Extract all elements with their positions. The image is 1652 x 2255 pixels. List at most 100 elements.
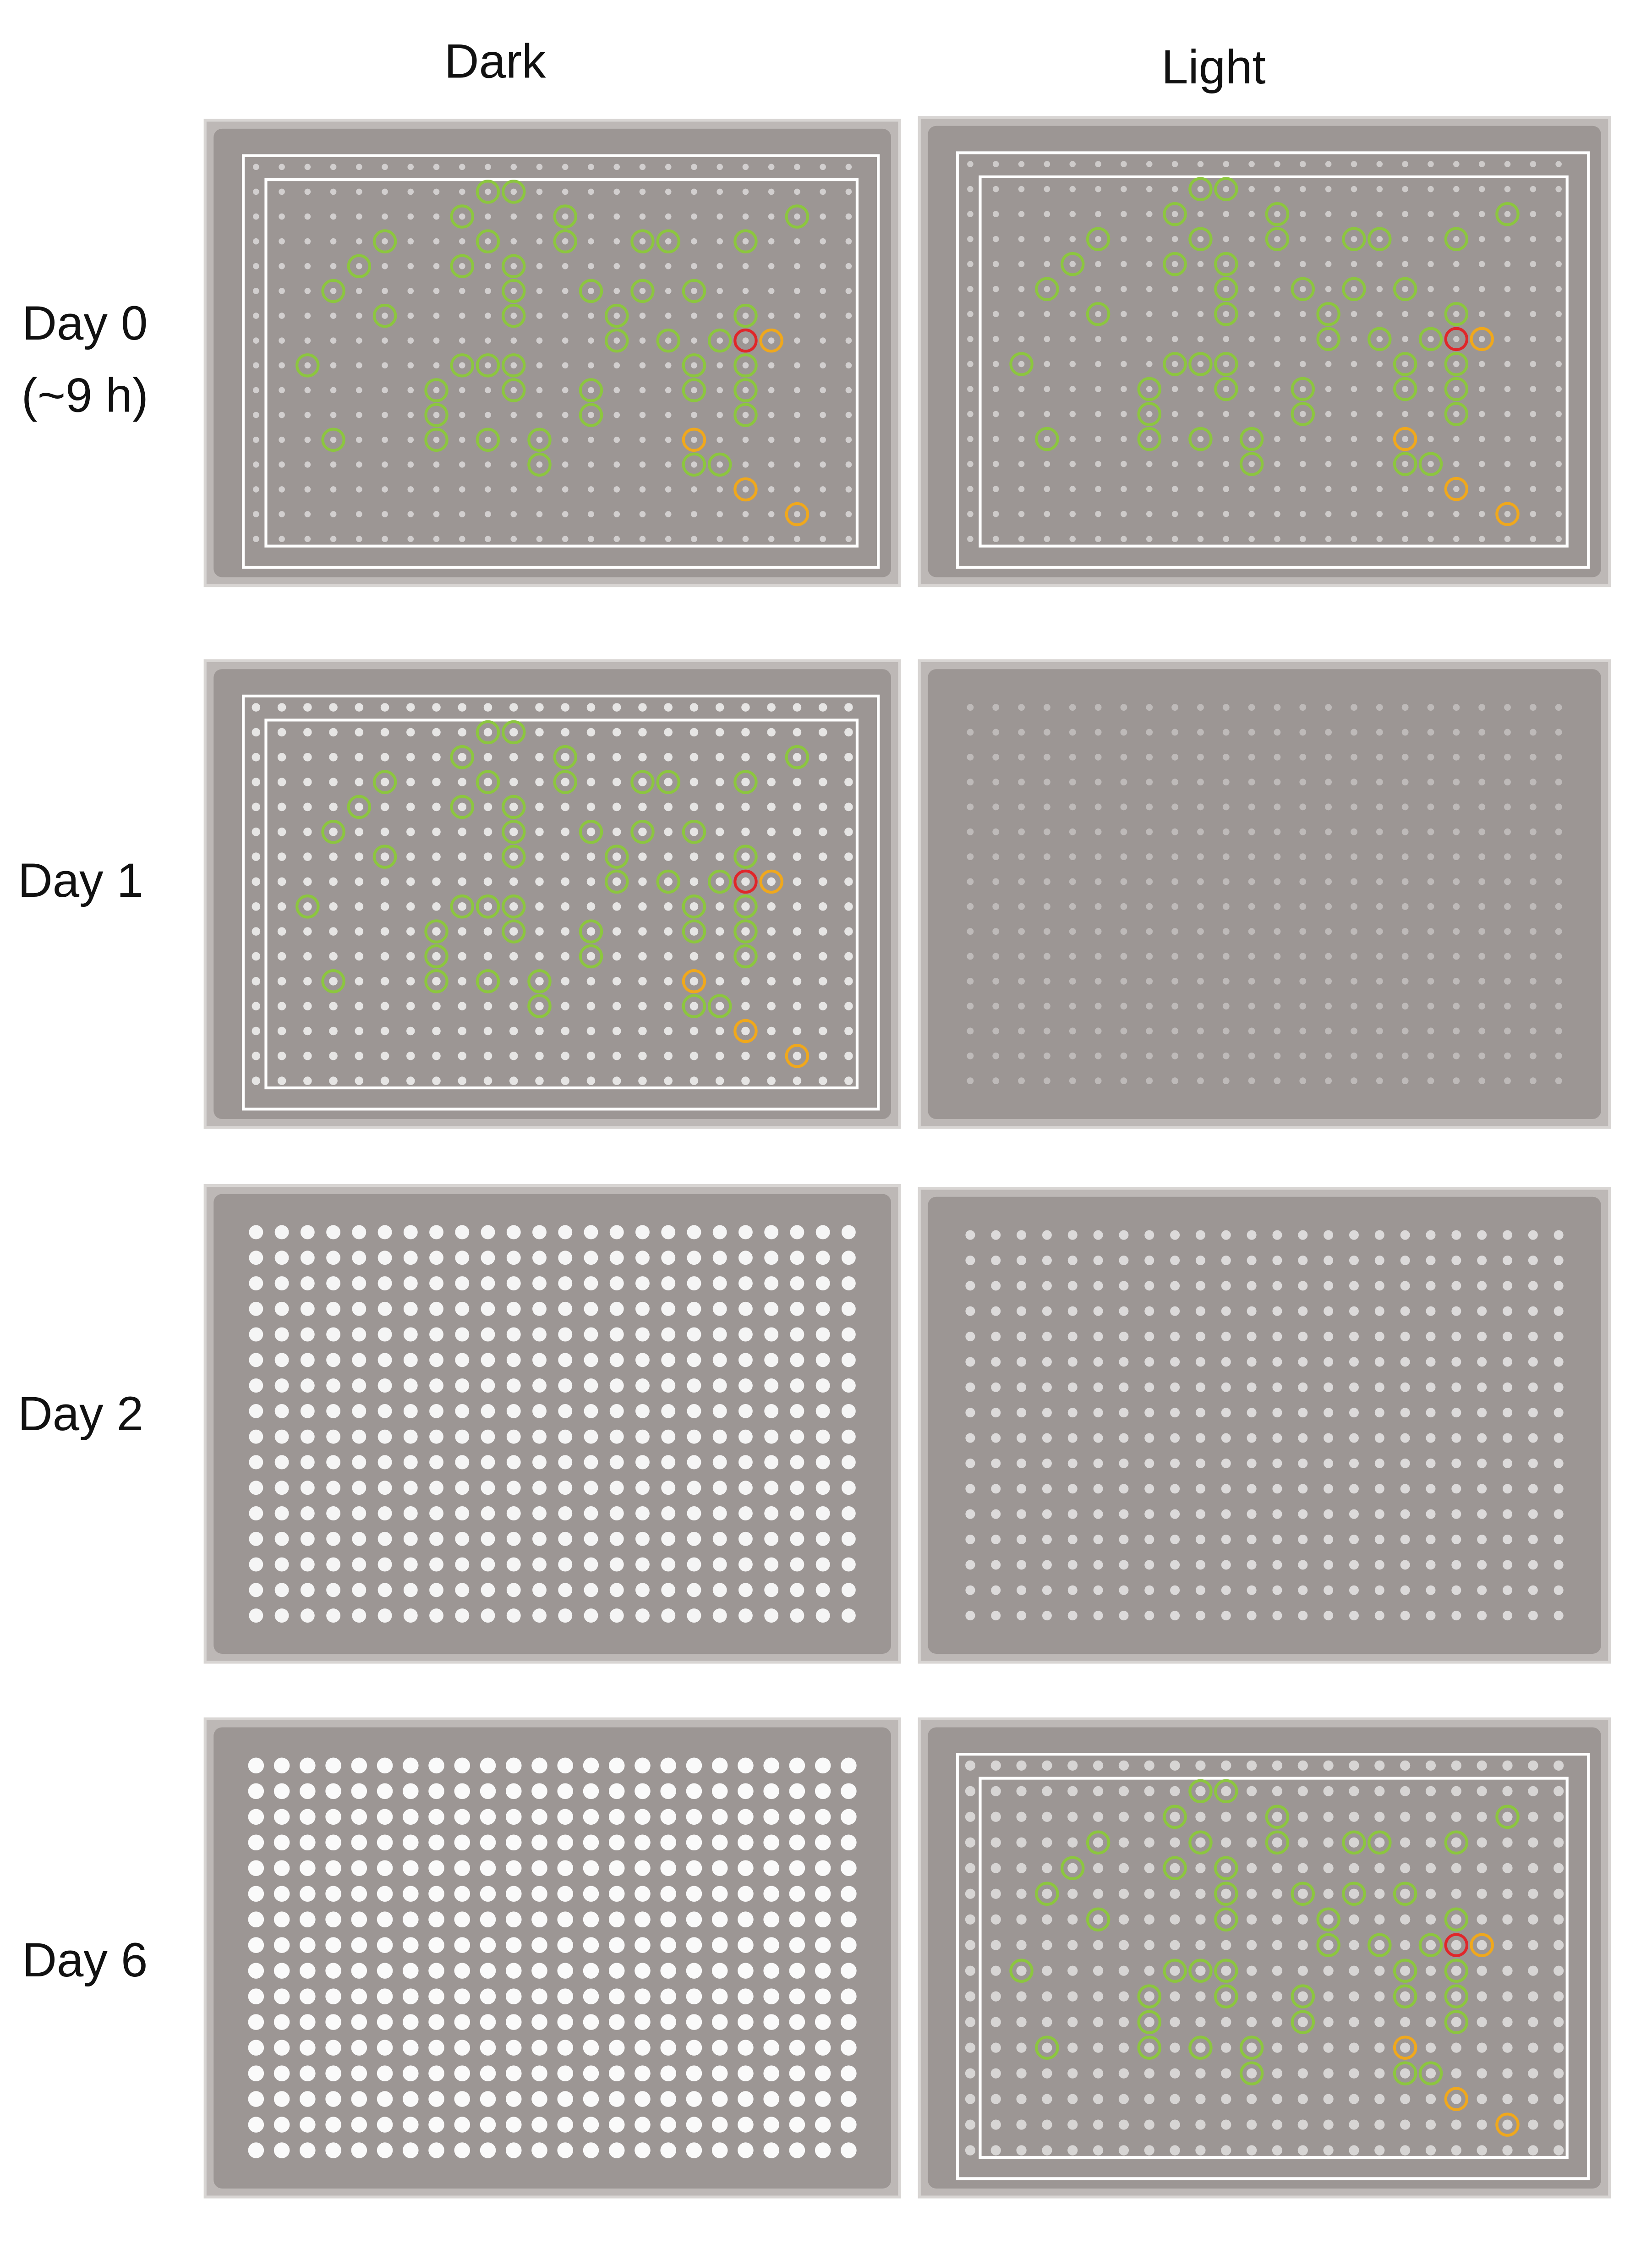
- well: [635, 2065, 651, 2081]
- well: [1427, 878, 1434, 885]
- well: [1502, 1786, 1513, 1796]
- highlight-ring: [1239, 2036, 1264, 2060]
- well: [279, 288, 285, 294]
- well: [1554, 1611, 1564, 1621]
- well: [1451, 1255, 1461, 1265]
- well: [562, 313, 569, 319]
- well: [1170, 1509, 1180, 1519]
- well: [303, 977, 312, 986]
- well: [1144, 1611, 1154, 1621]
- well: [612, 1052, 621, 1060]
- well: [330, 288, 337, 294]
- well: [638, 728, 647, 737]
- highlight-ring: [656, 229, 680, 253]
- well: [990, 1837, 1001, 1848]
- well: [1528, 2145, 1538, 2156]
- well: [793, 828, 802, 836]
- well: [377, 2065, 393, 2081]
- well: [1376, 828, 1383, 835]
- well: [1478, 186, 1485, 192]
- well: [1120, 828, 1127, 835]
- well: [665, 313, 672, 319]
- well: [274, 1481, 289, 1495]
- well: [1528, 1811, 1538, 1822]
- well: [691, 263, 697, 269]
- well: [1428, 236, 1434, 242]
- well: [1477, 1306, 1487, 1316]
- well: [1044, 261, 1050, 268]
- well: [274, 1251, 289, 1265]
- well: [1016, 1888, 1027, 1899]
- plate-body: [213, 1727, 892, 2189]
- well: [818, 728, 827, 737]
- well: [1043, 928, 1050, 935]
- well: [1221, 1230, 1231, 1240]
- well: [248, 1860, 264, 1876]
- well: [356, 536, 362, 543]
- well: [279, 213, 285, 220]
- well: [1067, 1611, 1078, 1621]
- well: [845, 313, 852, 319]
- well: [1119, 1534, 1129, 1544]
- well: [558, 1583, 573, 1597]
- well: [1274, 704, 1281, 711]
- well: [480, 1937, 496, 1953]
- well: [965, 1888, 976, 1899]
- well: [454, 1963, 470, 1979]
- well: [1400, 1965, 1411, 1976]
- well: [764, 1608, 779, 1623]
- well: [1504, 1027, 1511, 1035]
- highlight-ring: [1444, 402, 1469, 426]
- well: [1477, 1837, 1487, 1848]
- well: [403, 2117, 419, 2133]
- well: [1248, 311, 1255, 318]
- well: [1146, 903, 1153, 910]
- well: [1555, 286, 1562, 292]
- highlight-ring: [1342, 277, 1366, 302]
- well: [485, 387, 491, 394]
- well: [1528, 1306, 1538, 1316]
- well: [300, 1809, 316, 1825]
- well: [459, 362, 465, 369]
- well: [1504, 1077, 1511, 1085]
- well: [1017, 1585, 1027, 1595]
- well: [768, 213, 775, 220]
- well: [403, 1860, 419, 1876]
- frame-outer: [956, 1753, 1590, 2180]
- well: [406, 703, 415, 712]
- well: [1349, 1332, 1359, 1342]
- well: [687, 1583, 701, 1597]
- well: [1171, 903, 1179, 910]
- well: [794, 164, 800, 170]
- well: [1297, 1914, 1308, 1925]
- well: [1528, 1786, 1538, 1796]
- well: [1530, 211, 1537, 217]
- highlight-ring: [733, 869, 758, 894]
- well: [686, 2142, 702, 2158]
- well: [1146, 1003, 1153, 1010]
- well: [815, 2040, 831, 2056]
- well: [303, 728, 312, 737]
- well: [1555, 461, 1562, 467]
- well: [1119, 1509, 1129, 1519]
- well: [1325, 510, 1332, 517]
- well: [407, 461, 414, 468]
- well: [1425, 1786, 1436, 1796]
- well: [1247, 1382, 1257, 1392]
- well: [433, 362, 440, 369]
- well: [638, 802, 647, 812]
- well: [1451, 1965, 1461, 1976]
- well: [992, 311, 999, 318]
- well: [1018, 536, 1025, 543]
- well: [252, 977, 261, 986]
- well: [1324, 1332, 1334, 1342]
- well: [1223, 236, 1230, 242]
- well: [845, 238, 852, 245]
- well: [1349, 1382, 1359, 1392]
- well: [1325, 903, 1332, 910]
- well: [432, 977, 441, 986]
- well: [1069, 261, 1076, 268]
- highlight-ring: [1239, 452, 1264, 476]
- well: [967, 361, 974, 368]
- highlight-ring: [759, 328, 783, 353]
